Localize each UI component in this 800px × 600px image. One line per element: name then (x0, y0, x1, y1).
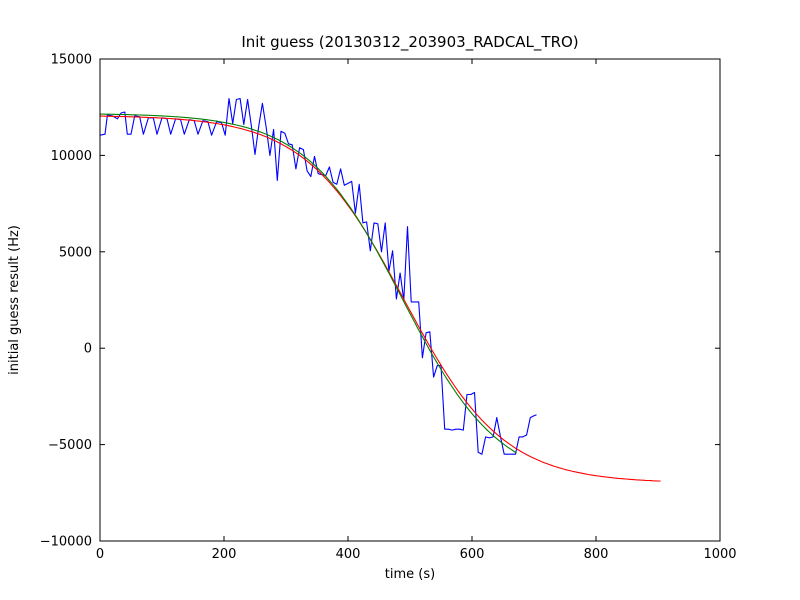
x-tick-label: 1000 (703, 547, 736, 562)
chart-title: Init guess (20130312_203903_RADCAL_TRO) (241, 33, 578, 52)
y-tick-label: 15000 (51, 53, 92, 68)
y-tick-label: −10000 (40, 535, 92, 550)
series-fit-curve (100, 115, 661, 482)
x-tick-label: 600 (460, 547, 485, 562)
x-tick-label: 800 (584, 547, 609, 562)
y-tick-label: 10000 (51, 149, 92, 164)
series-smoothed-curve (100, 113, 517, 454)
x-tick-label: 200 (212, 547, 237, 562)
x-tick-label: 400 (336, 547, 361, 562)
series-init-guess-raw (99, 97, 537, 455)
x-tick-label: 0 (96, 547, 104, 562)
y-tick-label: −5000 (48, 438, 92, 453)
plot-layer: 0 200 400 600 800 1000 −10000 −5000 0 5000 10000 15… (40, 53, 737, 563)
y-axis-label: initial guess result (Hz) (7, 225, 22, 375)
x-axis-label: time (s) (385, 567, 435, 582)
y-tick-label: 5000 (59, 245, 92, 260)
axes-frame (99, 58, 721, 542)
y-tick-label: 0 (84, 342, 92, 357)
